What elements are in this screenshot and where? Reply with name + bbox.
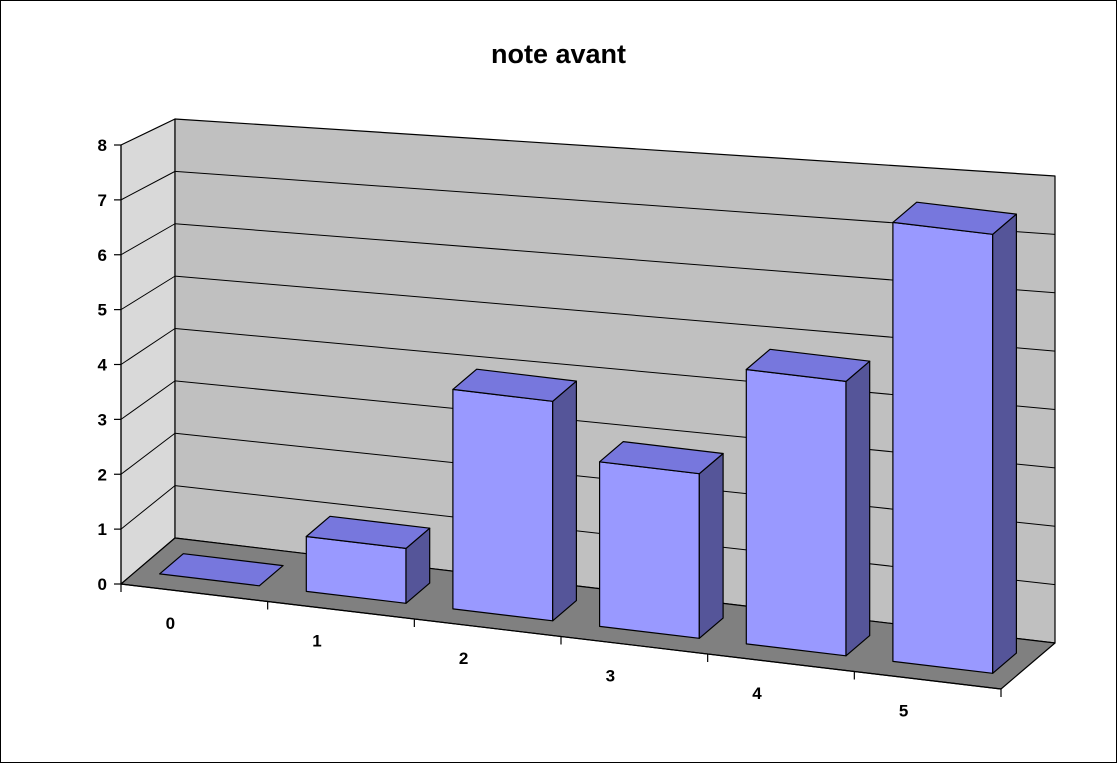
x-tick-label: 3	[606, 666, 615, 685]
bar-top	[305, 515, 431, 550]
y-tick-label: 8	[98, 136, 107, 155]
gridline-side	[120, 223, 176, 256]
bar-front	[745, 368, 847, 657]
chart-title: note avant	[490, 39, 627, 69]
bar-top	[452, 368, 578, 402]
y-tick-label: 5	[98, 301, 107, 320]
x-tick-label: 0	[166, 614, 175, 633]
gridline-side	[120, 380, 176, 420]
y-tick-label: 0	[98, 575, 107, 594]
x-tick-label: 5	[899, 701, 908, 720]
y-tick-label: 3	[98, 410, 107, 429]
x-tick-label: 1	[312, 631, 321, 650]
y-tick-label: 6	[98, 246, 107, 265]
y-tick-label: 2	[98, 465, 107, 484]
x-tick-label: 2	[459, 649, 468, 668]
bar-top	[745, 348, 871, 382]
bar-top	[598, 441, 724, 475]
bar-front	[598, 461, 700, 639]
gridline-side	[120, 328, 176, 365]
bar-front	[452, 388, 554, 622]
gridline-side	[120, 432, 176, 475]
bar-side	[845, 360, 871, 657]
bar-top	[892, 201, 1018, 235]
side-wall	[120, 118, 176, 585]
gridline-side	[120, 275, 176, 311]
x-tick-label: 4	[752, 684, 762, 703]
y-tick-label: 4	[98, 356, 108, 375]
gridline-side	[120, 170, 176, 201]
y-tick-label: 1	[98, 520, 107, 539]
bar-front	[892, 221, 994, 674]
bar-side	[698, 452, 724, 639]
y-tick-label: 7	[98, 191, 107, 210]
bar-side	[552, 380, 578, 622]
gridline-side	[120, 485, 176, 530]
bar-top	[159, 553, 284, 587]
bar-side	[992, 213, 1018, 674]
